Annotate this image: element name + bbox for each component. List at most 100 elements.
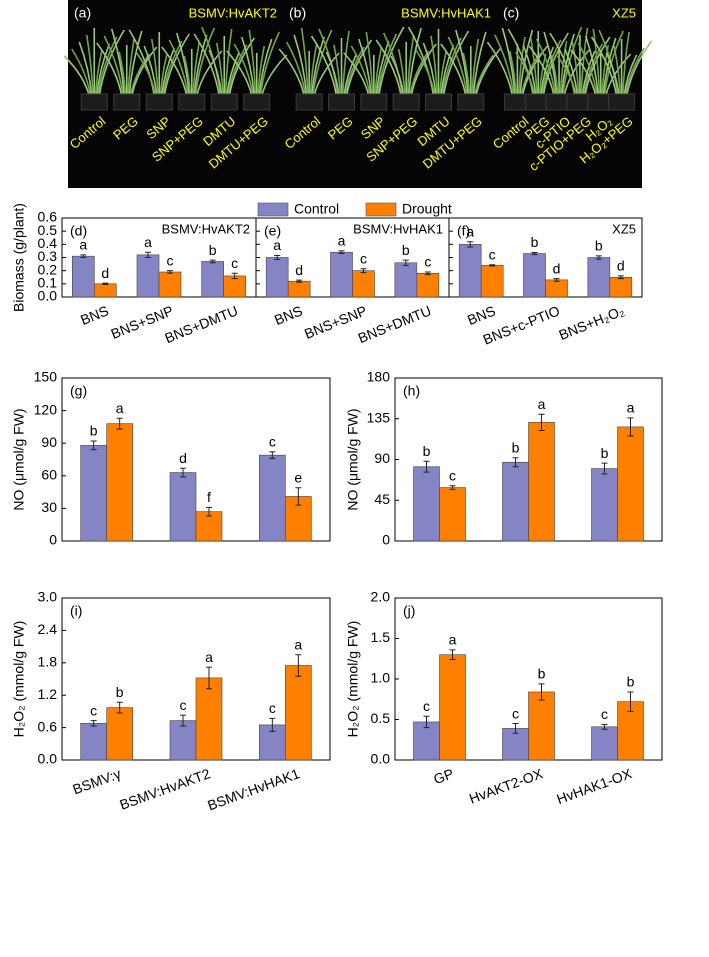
legend-label: Control [294,201,339,217]
error-bar [338,250,345,255]
significance-letter: b [531,234,539,250]
error-bar [538,683,545,701]
plant-leaf [96,42,123,97]
plant-leaf [103,35,124,97]
x-tick-label: HvHAK1-OX [554,765,634,807]
plant-leaf [592,28,601,97]
plant-leaf [350,45,371,97]
error-bar [449,649,456,661]
bar [528,691,555,761]
panel-label: (h) [403,383,420,399]
plant-leaf [623,54,638,97]
significance-letter: b [209,242,217,258]
bar [169,720,197,761]
significance-letter: a [449,632,457,648]
plant-leaf [528,45,555,97]
bar [195,677,223,761]
y-tick-label: 0.3 [38,248,58,264]
error-bar [295,487,302,506]
significance-letter: a [466,223,474,239]
photo-title: XZ5 [612,5,636,20]
significance-letter: a [538,396,546,412]
error-bar [512,723,519,734]
plant-leaf [473,54,494,97]
significance-letter: a [205,649,213,665]
plant-leaf [580,27,589,97]
plant-leaf [325,51,340,97]
bar [480,265,504,298]
plant-leaf [365,31,374,97]
y-tick-label: 180 [367,369,391,385]
error-bar [489,264,496,267]
y-tick-label: 0.4 [38,235,58,251]
bar [416,272,440,298]
plant-leaf [447,36,468,97]
y-axis-title: NO (μmol/g FW) [345,408,361,510]
y-tick-label: 0.0 [38,288,58,304]
plant-leaf [110,28,126,97]
plant-leaf [94,50,103,97]
plant-leaf [259,31,280,97]
plant-leaf [258,38,273,97]
plant-leaf [440,44,455,97]
significance-letter: d [553,260,561,276]
plant-leaf [129,53,150,97]
significance-letter: d [295,262,303,278]
plant-leaf [441,37,462,97]
pot [360,93,388,111]
plant-leaf [375,39,402,97]
significance-letter: b [90,423,98,439]
plant-leaf [161,46,188,97]
photo-title: BSMV:HvHAK1 [401,5,491,20]
error-bar [424,271,431,276]
significance-letter: c [360,250,367,266]
error-bar [402,259,409,266]
plant-leaf [118,51,127,97]
plant-leaf [376,33,398,97]
significance-letter: b [402,242,410,258]
error-bar [467,241,474,248]
plant-leaf [559,40,568,97]
plant-leaf [143,45,158,97]
significance-letter: c [90,702,97,718]
plant-leaf [225,51,240,97]
panel-subtitle: BSMV:HvAKT2 [162,221,250,236]
plant-leaf [300,27,309,97]
plant-leaf [475,47,502,97]
significance-letter: a [116,400,124,416]
plant-leaf [522,44,537,97]
y-tick-label: 0.6 [38,209,58,225]
plant-leaf [128,30,143,97]
y-tick-label: 120 [34,401,58,417]
pot [145,93,173,111]
x-tick-label: BNS+DMTU [356,302,434,346]
x-tick-label: BNS+DMTU [162,302,240,346]
error-bar [90,720,97,727]
bar [591,468,618,542]
bar [458,244,482,298]
pot [243,93,271,111]
plant-leaf [160,47,175,97]
significance-letter: a [627,400,635,416]
x-tick-label: BSMV:γ [70,765,123,797]
panel-label: (e) [264,223,281,239]
significance-letter: b [601,445,609,461]
significance-letter: c [424,254,431,270]
pot [178,93,206,111]
plant-leaf [215,42,224,97]
plant-leaf [208,49,223,97]
pot [457,93,485,111]
bar [201,261,224,298]
significance-letter: c [180,697,187,713]
error-bar [553,278,560,282]
plant-leaf [472,31,487,97]
significance-letter: b [423,443,431,459]
photo-title: BSMV:HvAKT2 [189,5,277,20]
bar [439,487,466,542]
plant-leaf [407,26,435,97]
plant-leaf [128,29,156,97]
y-tick-label: 45 [374,491,390,507]
pot [425,93,452,111]
y-tick-label: 0.2 [38,261,58,277]
